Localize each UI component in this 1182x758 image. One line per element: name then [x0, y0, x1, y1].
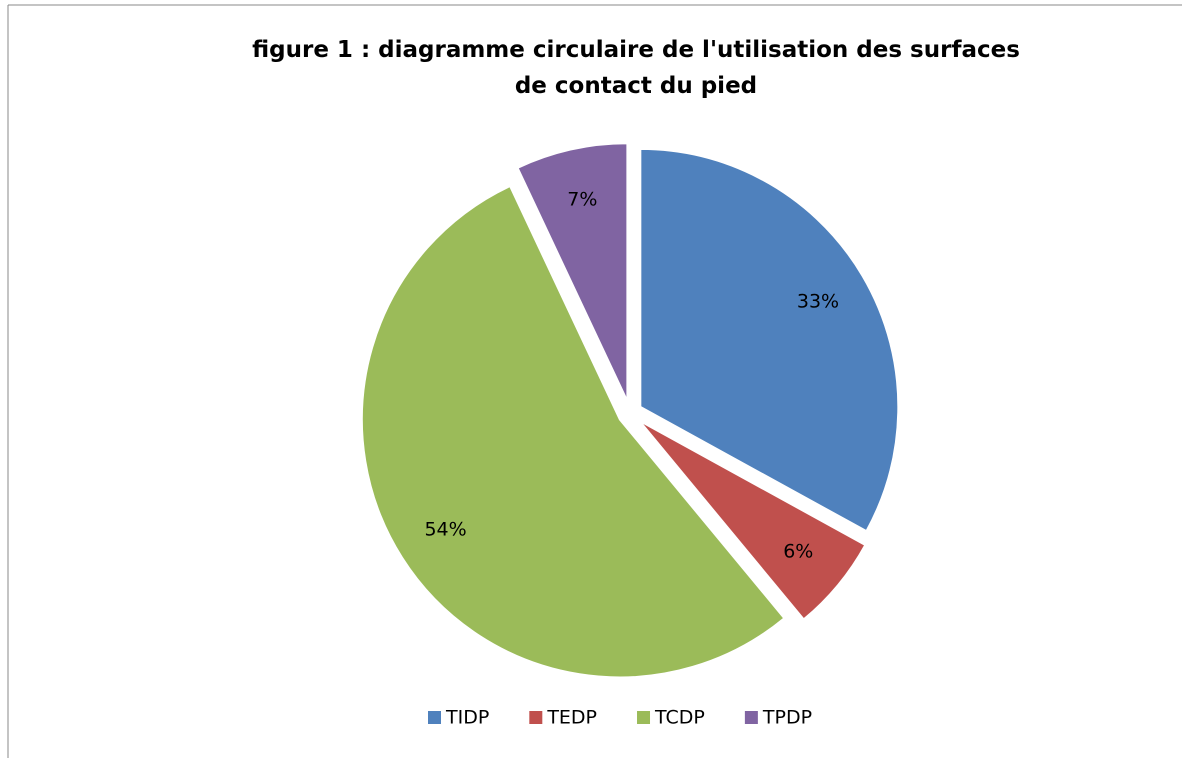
legend-swatch — [744, 711, 758, 724]
data-label: 54% — [424, 519, 466, 541]
pie-slice — [639, 147, 900, 533]
pie-slice — [638, 419, 867, 621]
legend-label: TEDP — [546, 707, 597, 729]
data-label: 7% — [567, 188, 597, 210]
legend-label: TIDP — [445, 707, 489, 729]
legend-swatch — [428, 711, 441, 724]
legend-swatch — [637, 711, 651, 724]
pie-slice — [360, 184, 786, 679]
data-label: 33% — [797, 290, 839, 312]
data-label: 6% — [783, 541, 813, 563]
pie-slice — [516, 142, 629, 402]
chart-title: figure 1 : diagramme circulaire de l'uti… — [252, 37, 1020, 99]
legend-swatch — [529, 711, 543, 724]
legend-label: TCDP — [654, 707, 705, 729]
legend-label: TPDP — [762, 707, 812, 729]
